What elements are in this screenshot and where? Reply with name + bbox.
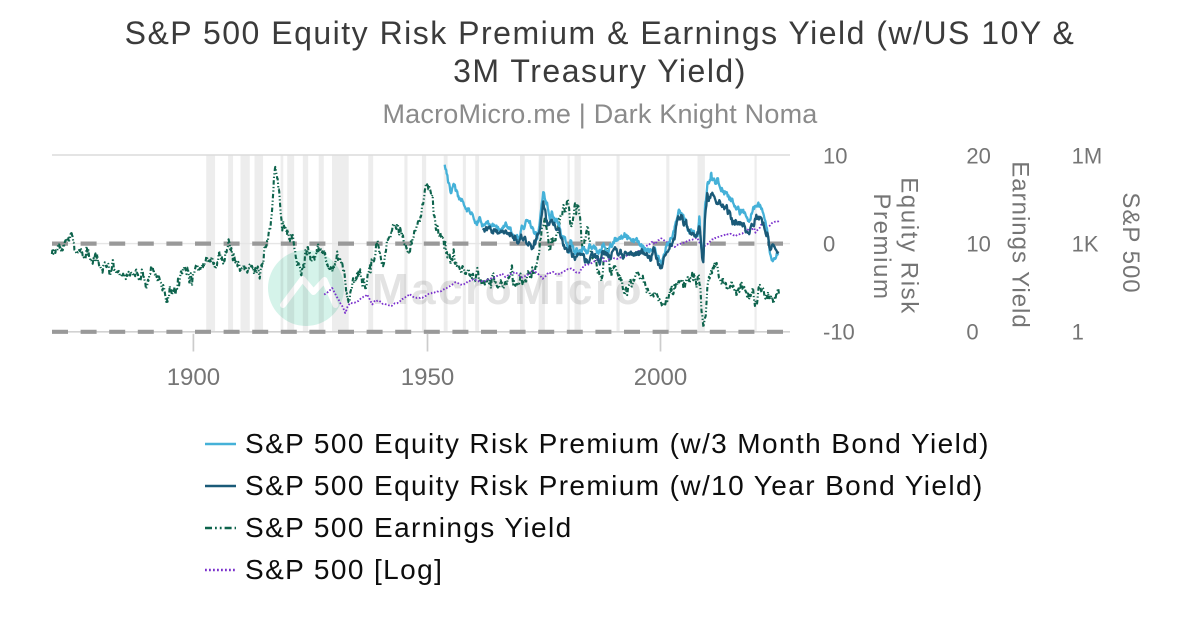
svg-text:S&P 500: S&P 500 <box>1117 192 1144 293</box>
svg-text:1K: 1K <box>1072 232 1099 257</box>
svg-text:1900: 1900 <box>167 364 220 391</box>
svg-text:Premium: Premium <box>868 193 895 300</box>
svg-text:0: 0 <box>823 232 835 257</box>
svg-text:20: 20 <box>966 144 990 169</box>
svg-text:MacroMicro: MacroMicro <box>372 265 644 314</box>
svg-text:0: 0 <box>966 320 978 345</box>
svg-text:10: 10 <box>966 232 990 257</box>
svg-text:Earnings Yield: Earnings Yield <box>1007 161 1034 328</box>
svg-text:2000: 2000 <box>634 364 687 391</box>
svg-text:10: 10 <box>823 144 847 169</box>
svg-text:Equity Risk: Equity Risk <box>896 177 923 315</box>
svg-text:1: 1 <box>1072 320 1084 345</box>
svg-text:1M: 1M <box>1072 144 1103 169</box>
svg-text:-10: -10 <box>823 320 855 345</box>
svg-text:1950: 1950 <box>401 364 454 391</box>
